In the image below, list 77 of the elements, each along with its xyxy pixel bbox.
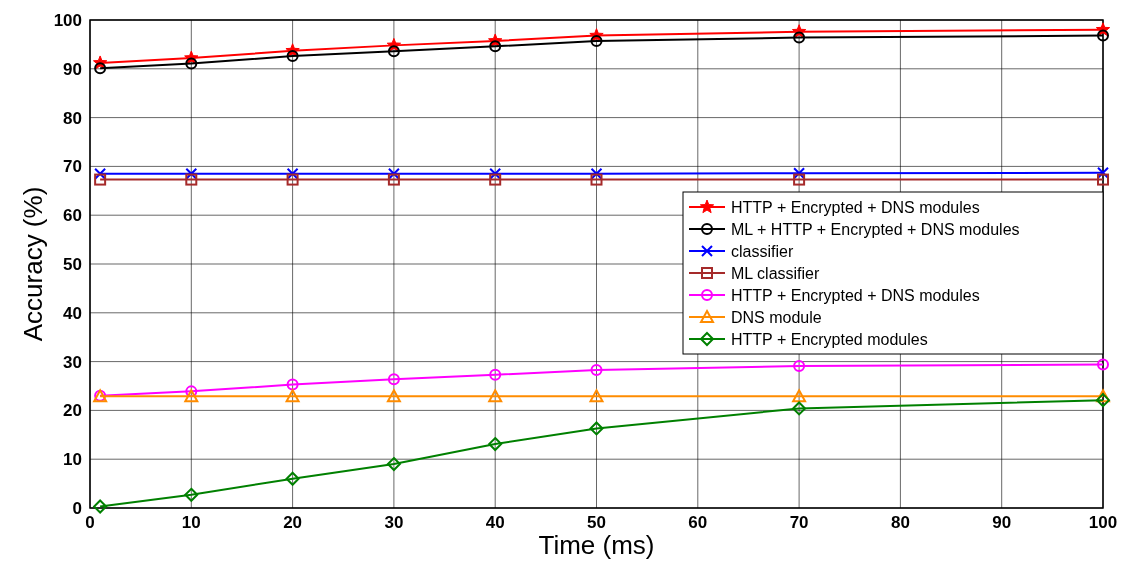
y-tick-label: 100 (53, 11, 82, 30)
point (386, 389, 401, 403)
point (488, 437, 503, 452)
x-tick-label: 10 (181, 513, 201, 532)
point (185, 385, 198, 398)
point (793, 173, 806, 186)
legend-label: HTTP + Encrypted + DNS modules (731, 199, 980, 216)
point (590, 173, 603, 186)
point (185, 57, 198, 70)
y-axis-title: Accuracy (%) (18, 186, 48, 342)
point (1096, 389, 1110, 403)
legend-label: DNS module (731, 309, 822, 326)
x-tick-label: 80 (890, 513, 910, 532)
y-tick-label: 10 (63, 450, 82, 470)
point (1097, 358, 1109, 371)
point (589, 421, 604, 436)
point (94, 173, 107, 186)
point (1097, 29, 1109, 42)
point (793, 31, 806, 44)
point (589, 389, 604, 403)
point (285, 389, 300, 403)
point (387, 167, 400, 180)
point (489, 40, 502, 53)
point (793, 359, 806, 372)
point (1097, 166, 1109, 179)
x-tick-label: 0 (85, 513, 95, 532)
x-tick-label: 30 (384, 513, 404, 532)
point (387, 173, 400, 186)
point (185, 167, 198, 180)
point (184, 487, 199, 502)
legend-label: ML + HTTP + Encrypted + DNS modules (731, 221, 1020, 238)
point (94, 62, 107, 75)
point (386, 457, 401, 472)
point (94, 167, 107, 180)
point (590, 363, 603, 376)
point (185, 173, 198, 186)
point (1097, 173, 1109, 186)
point (489, 167, 502, 180)
point (286, 167, 299, 180)
point (488, 389, 503, 403)
x-tick-label: 100 (1088, 513, 1118, 532)
point (387, 373, 400, 386)
y-tick-label: 80 (63, 108, 82, 128)
y-tick-label: 0 (72, 499, 82, 518)
point (286, 50, 299, 63)
point (387, 45, 400, 58)
x-tick-label: 20 (283, 513, 303, 532)
point (792, 401, 807, 416)
point (792, 389, 807, 403)
point (489, 368, 502, 381)
y-tick-label: 70 (63, 157, 82, 177)
point (590, 167, 603, 180)
x-tick-label: 50 (587, 513, 606, 532)
x-tick-label: 60 (688, 513, 708, 532)
point (489, 173, 502, 186)
point (286, 173, 299, 186)
y-tick-label: 60 (63, 206, 82, 226)
point (793, 167, 806, 180)
legend-label: HTTP + Encrypted modules (731, 331, 928, 348)
point (286, 378, 299, 391)
x-tick-label: 90 (992, 513, 1012, 532)
y-tick-label: 90 (63, 59, 82, 79)
x-tick-label: 70 (789, 513, 809, 532)
point (285, 471, 300, 486)
y-tick-label: 20 (63, 401, 82, 421)
y-tick-label: 50 (63, 255, 82, 274)
legend-label: HTTP + Encrypted + DNS modules (731, 287, 980, 304)
point (1096, 393, 1110, 408)
point (184, 389, 199, 403)
point (590, 34, 603, 47)
x-tick-label: 40 (485, 513, 505, 532)
y-tick-label: 40 (63, 303, 82, 323)
y-tick-label: 30 (63, 352, 82, 372)
legend-label: classifier (731, 243, 794, 260)
legend-label: ML classifier (731, 265, 820, 282)
x-axis-title: Time (ms) (538, 530, 655, 560)
point (93, 499, 108, 514)
